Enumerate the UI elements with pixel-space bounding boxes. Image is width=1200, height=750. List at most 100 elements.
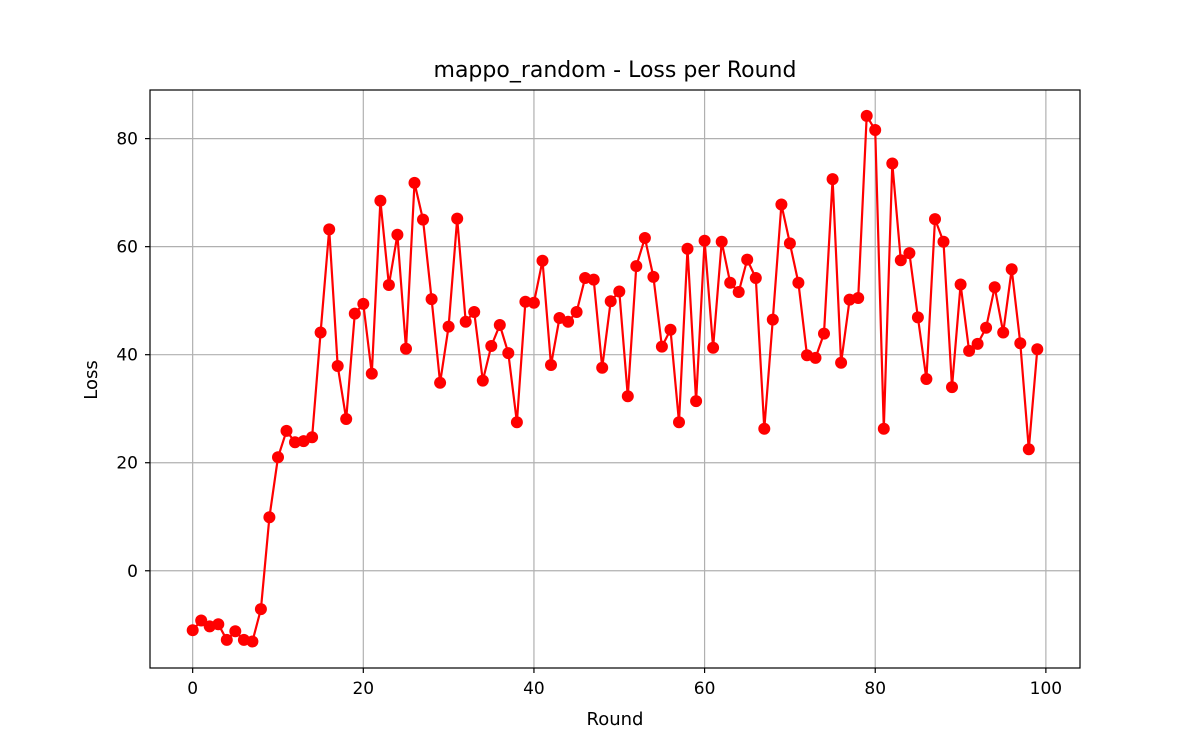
data-point	[997, 326, 1010, 339]
data-point	[792, 276, 805, 289]
data-point	[545, 359, 557, 371]
data-point	[263, 511, 276, 524]
data-point	[707, 341, 720, 354]
x-tick-label: 20	[352, 679, 374, 699]
data-point	[741, 253, 754, 266]
data-point	[673, 416, 685, 429]
data-point	[929, 213, 941, 226]
y-tick-label: 40	[116, 346, 138, 366]
x-tick-label: 0	[187, 679, 198, 699]
data-point	[809, 351, 822, 364]
data-point	[877, 422, 890, 435]
data-point	[963, 344, 976, 357]
data-point	[894, 254, 907, 267]
data-point	[1014, 337, 1027, 350]
data-point	[476, 374, 489, 387]
data-point	[314, 326, 327, 339]
data-point	[698, 234, 711, 247]
y-tick-label: 20	[116, 454, 138, 474]
data-point	[536, 254, 549, 267]
data-point	[604, 295, 617, 308]
data-point	[732, 286, 745, 298]
data-point	[860, 109, 873, 122]
data-point	[980, 321, 993, 334]
data-point	[886, 157, 899, 170]
data-point	[613, 285, 626, 298]
x-axis-label: Round	[587, 709, 644, 730]
y-tick-label: 0	[127, 562, 138, 582]
data-point	[783, 237, 796, 250]
data-point	[280, 424, 293, 437]
data-point	[954, 278, 967, 291]
data-point	[903, 247, 916, 260]
data-point	[690, 395, 703, 408]
data-point	[195, 614, 208, 627]
data-point	[715, 235, 728, 248]
data-point	[510, 416, 523, 429]
x-axis-ticks: 0 20 40 60 80 100	[187, 668, 1062, 699]
data-point	[306, 431, 319, 444]
data-point	[212, 618, 225, 631]
data-point	[272, 451, 284, 464]
data-point	[869, 124, 882, 136]
data-point	[818, 327, 830, 340]
data-point	[596, 361, 609, 374]
data-point	[1005, 263, 1018, 276]
data-point	[493, 319, 506, 331]
data-point	[775, 198, 788, 211]
y-tick-label: 80	[116, 130, 138, 150]
data-point	[220, 633, 233, 646]
data-point	[400, 342, 412, 355]
data-point	[186, 624, 199, 637]
data-point	[766, 313, 779, 326]
data-point	[408, 176, 421, 189]
data-point	[417, 213, 429, 226]
data-point	[988, 281, 1001, 294]
data-point	[587, 273, 600, 286]
data-point	[758, 422, 771, 435]
x-tick-label: 100	[1030, 679, 1062, 699]
chart-title: mappo_random - Loss per Round	[434, 58, 797, 83]
data-point	[852, 292, 865, 304]
data-point	[937, 235, 950, 248]
data-point	[229, 625, 242, 638]
data-point	[655, 340, 668, 353]
data-point	[1022, 443, 1035, 456]
data-point	[391, 228, 404, 241]
data-point	[527, 296, 540, 309]
y-axis-label: Loss	[81, 360, 102, 399]
plot-frame	[149, 89, 1081, 669]
data-point	[425, 293, 438, 306]
data-point	[451, 212, 464, 225]
data-point	[502, 347, 515, 360]
data-point	[826, 173, 839, 186]
data-point	[485, 340, 498, 352]
x-tick-label: 60	[694, 679, 716, 699]
y-axis-ticks: 0 20 40 60 80	[116, 130, 150, 582]
data-point	[920, 373, 933, 385]
grid-lines	[150, 90, 1080, 668]
data-point	[323, 223, 336, 236]
data-point	[254, 603, 267, 616]
series-line	[191, 114, 1039, 643]
data-point	[365, 367, 378, 380]
data-point	[459, 315, 472, 328]
data-point	[340, 413, 353, 425]
data-point	[570, 306, 583, 318]
data-point	[911, 311, 924, 324]
data-point	[562, 315, 575, 328]
data-point	[749, 272, 762, 284]
data-point	[348, 307, 361, 320]
data-point	[374, 194, 387, 207]
data-point	[946, 381, 958, 394]
data-point	[630, 260, 643, 273]
data-point	[621, 390, 634, 403]
data-point	[647, 270, 660, 283]
data-point	[1031, 343, 1044, 356]
data-point	[357, 297, 370, 310]
x-tick-label: 40	[523, 679, 545, 699]
x-tick-label: 80	[864, 679, 886, 699]
data-point	[468, 306, 481, 318]
data-point	[442, 320, 455, 333]
